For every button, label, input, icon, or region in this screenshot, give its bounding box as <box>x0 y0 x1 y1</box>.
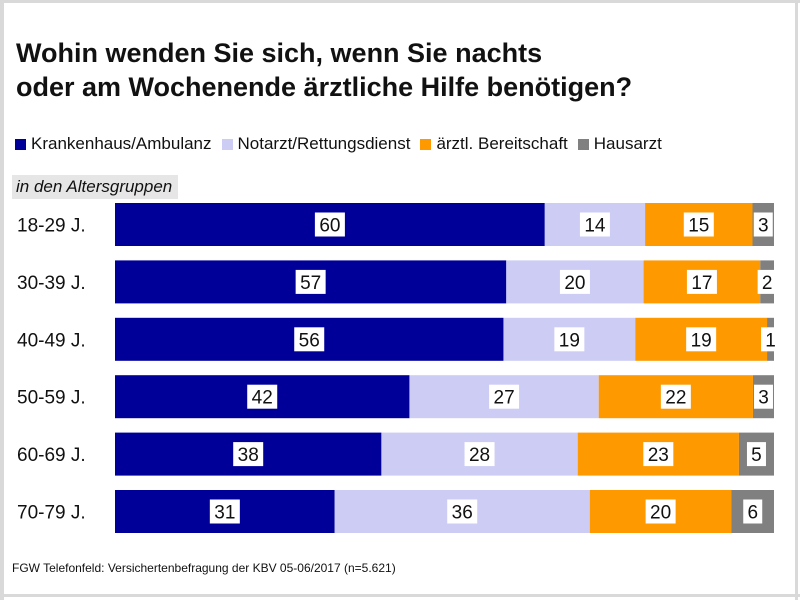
legend-swatch <box>221 138 233 150</box>
data-label-box <box>489 384 520 409</box>
data-label-box <box>761 327 781 352</box>
frame-border-left <box>0 0 4 600</box>
legend-item-bereitschaft: ärztl. Bereitschaft <box>420 134 568 154</box>
category-label: 30-39 J. <box>17 273 86 294</box>
data-label-box <box>247 384 278 409</box>
data-label: 2 <box>762 273 773 294</box>
legend-item-krankenhaus: Krankenhaus/Ambulanz <box>15 134 212 154</box>
data-label: 42 <box>252 388 273 409</box>
data-label: 3 <box>758 388 769 409</box>
data-label: 20 <box>564 273 585 294</box>
legend-swatch <box>577 138 589 150</box>
category-label: 40-49 J. <box>17 330 86 351</box>
legend-item-notarzt: Notarzt/Rettungsdienst <box>221 134 411 154</box>
category-label: 18-29 J. <box>17 216 86 237</box>
data-label-box <box>209 499 240 524</box>
data-label: 31 <box>214 503 235 524</box>
chart-subtitle: in den Altersgruppen <box>12 175 179 199</box>
data-label-box <box>753 384 773 409</box>
legend-label: Notarzt/Rettungsdienst <box>237 134 411 153</box>
data-label-box <box>686 327 717 352</box>
data-label: 17 <box>691 273 712 294</box>
data-label: 57 <box>300 273 321 294</box>
legend: Krankenhaus/Ambulanz Notarzt/Rettungsdie… <box>15 134 672 154</box>
data-label: 3 <box>758 216 769 237</box>
data-label-box <box>464 442 495 467</box>
data-label-box <box>753 212 773 237</box>
data-label: 38 <box>238 445 259 466</box>
frame-border-bottom <box>0 594 800 597</box>
data-label-box <box>559 269 590 294</box>
data-label: 27 <box>494 388 515 409</box>
chart-title: Wohin wenden Sie sich, wenn Sie nachts o… <box>16 36 776 104</box>
data-label-box <box>660 384 691 409</box>
data-label-box <box>757 269 777 294</box>
data-label: 14 <box>584 216 606 237</box>
data-label-box <box>643 442 674 467</box>
data-label-box <box>645 499 676 524</box>
data-label: 15 <box>688 216 709 237</box>
data-label-box <box>579 212 610 237</box>
data-label-box <box>686 269 717 294</box>
data-label: 6 <box>747 503 758 524</box>
data-label-box <box>743 499 763 524</box>
legend-label: ärztl. Bereitschaft <box>436 134 568 153</box>
data-label-box <box>314 212 345 237</box>
frame-border-right <box>795 0 798 600</box>
legend-item-hausarzt: Hausarzt <box>577 134 662 154</box>
legend-swatch <box>420 138 432 150</box>
data-label: 36 <box>452 503 473 524</box>
category-label: 50-59 J. <box>17 388 86 409</box>
legend-label: Hausarzt <box>593 134 662 153</box>
category-label: 70-79 J. <box>17 503 86 524</box>
data-label-box <box>233 442 264 467</box>
data-label: 5 <box>751 445 762 466</box>
data-label-box <box>554 327 585 352</box>
data-label: 19 <box>559 330 580 351</box>
legend-swatch <box>15 138 26 150</box>
source-note: FGW Telefonfeld: Versichertenbefragung d… <box>12 561 396 575</box>
data-label: 22 <box>665 388 686 409</box>
data-label-box <box>295 269 326 294</box>
chart-title-line-1: Wohin wenden Sie sich, wenn Sie nachts <box>16 38 543 68</box>
category-label: 60-69 J. <box>17 445 86 466</box>
data-label-box <box>683 212 714 237</box>
legend-label: Krankenhaus/Ambulanz <box>31 134 212 153</box>
chart-title-line-2: oder am Wochenende ärztliche Hilfe benöt… <box>16 72 633 102</box>
data-label-box <box>447 499 478 524</box>
data-label: 1 <box>765 330 776 351</box>
data-label-box <box>294 327 325 352</box>
data-label: 28 <box>469 445 490 466</box>
data-label: 19 <box>691 330 712 351</box>
data-label: 56 <box>299 330 320 351</box>
data-label: 60 <box>319 216 340 237</box>
data-label-box <box>746 442 766 467</box>
data-label: 23 <box>648 445 669 466</box>
data-label: 20 <box>650 503 671 524</box>
frame-border-top <box>0 0 800 3</box>
